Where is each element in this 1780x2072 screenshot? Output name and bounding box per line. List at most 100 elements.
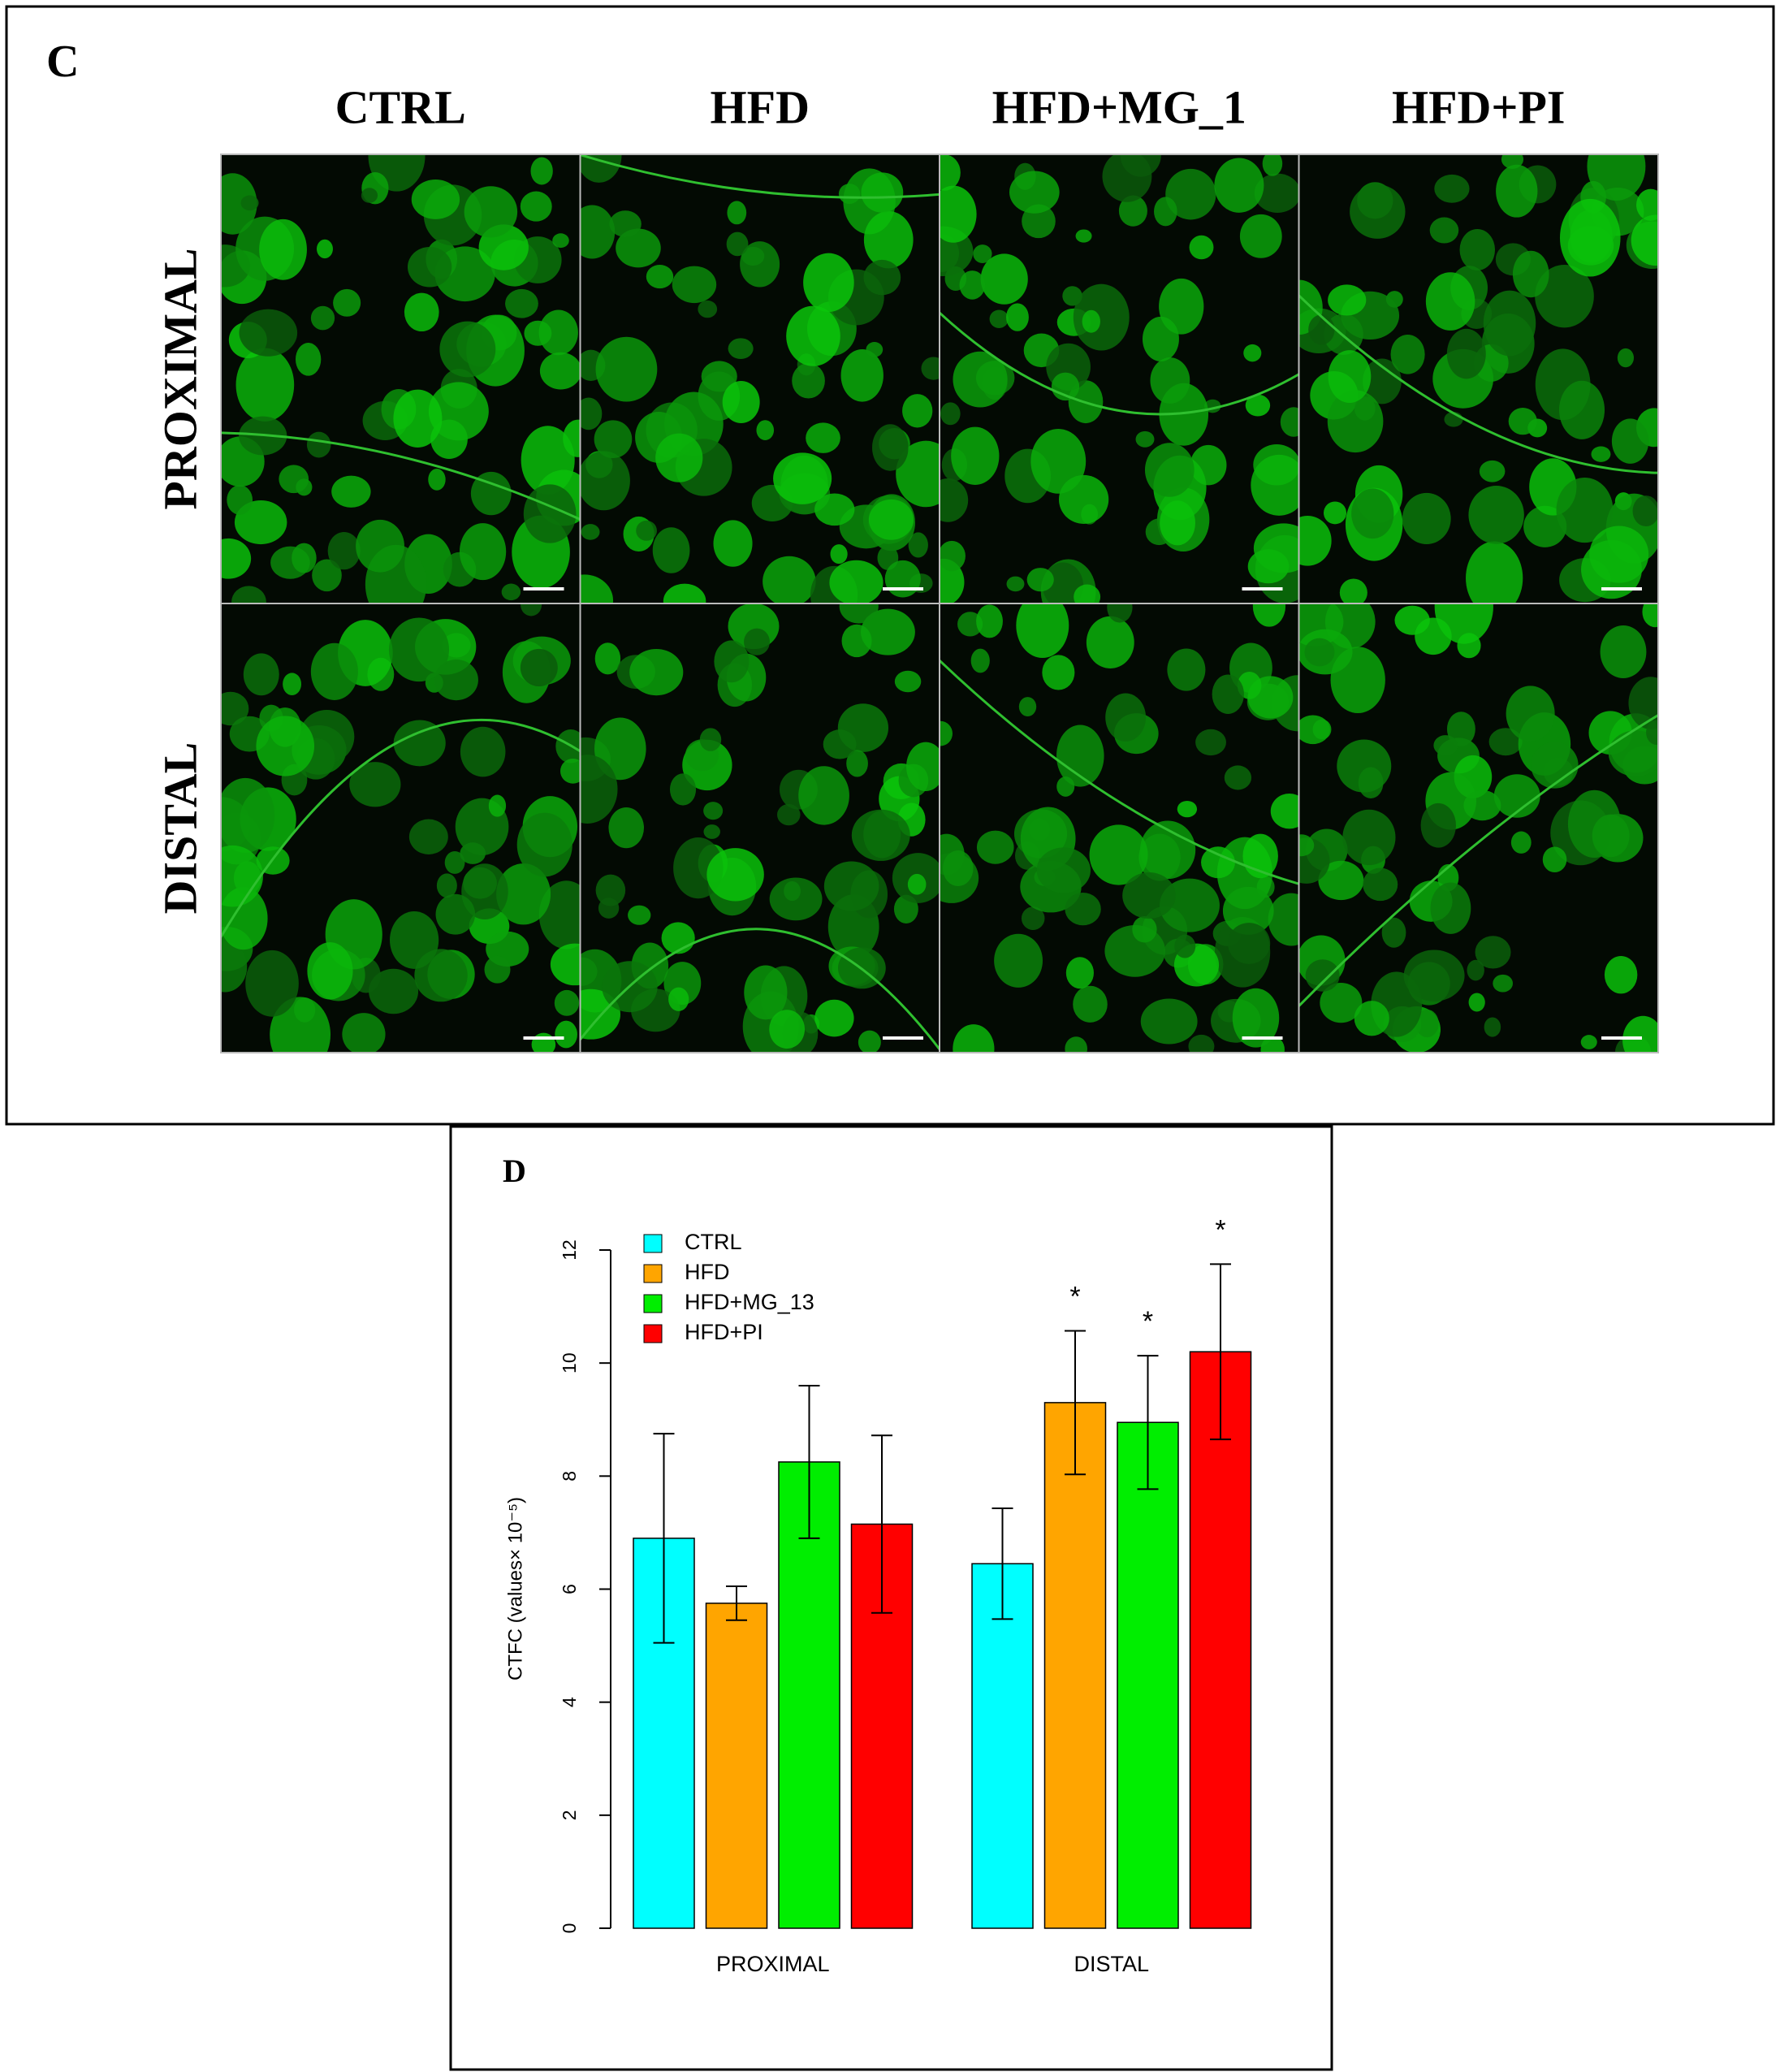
cell [1201, 846, 1235, 879]
cell [1608, 730, 1658, 777]
cell [668, 987, 689, 1011]
cell [404, 292, 439, 332]
cell [1631, 214, 1658, 266]
cell [646, 264, 674, 289]
cell [1342, 809, 1396, 866]
cell [728, 338, 754, 359]
cell [703, 824, 720, 839]
cell [1243, 344, 1262, 362]
cell [1042, 655, 1075, 690]
cell [1212, 674, 1244, 714]
cell [616, 228, 661, 268]
cell [1510, 831, 1532, 854]
cell [1479, 460, 1506, 482]
cell [369, 968, 419, 1014]
cell [989, 309, 1009, 328]
cell [1646, 720, 1658, 746]
cell [829, 560, 884, 603]
cell [1559, 198, 1621, 277]
cell [1280, 407, 1299, 437]
cell [1467, 959, 1484, 981]
cell [976, 604, 1003, 638]
cell [1457, 633, 1481, 659]
cell [727, 201, 747, 225]
cell [970, 648, 990, 673]
cell [940, 402, 961, 426]
cell [1488, 728, 1523, 756]
cell [292, 543, 317, 573]
cell [1232, 988, 1280, 1048]
cell [1327, 390, 1384, 453]
legend-swatch [643, 1294, 663, 1313]
cell [798, 766, 849, 825]
cell [943, 850, 974, 887]
cell [505, 288, 538, 318]
cell [629, 648, 684, 696]
cell [1056, 776, 1075, 797]
cell [1074, 584, 1101, 603]
column-header: CTRL [335, 80, 466, 133]
cell [1308, 314, 1335, 345]
cell [1556, 477, 1614, 543]
cell [560, 758, 581, 784]
cell [1268, 893, 1299, 946]
cell [1600, 625, 1647, 678]
significance: * [1143, 1306, 1153, 1337]
cell [1446, 328, 1486, 379]
image-content [940, 603, 1299, 1053]
cell [356, 519, 404, 573]
cell [661, 922, 695, 954]
cell [361, 188, 378, 203]
cell [1214, 158, 1264, 213]
cell [521, 603, 542, 616]
cell [595, 874, 626, 906]
cell [1252, 603, 1286, 627]
cell [1580, 1035, 1597, 1049]
cell [1459, 228, 1496, 270]
cell [1159, 278, 1204, 335]
cell [1065, 1036, 1088, 1053]
cell [552, 233, 569, 249]
cell [1154, 197, 1177, 227]
cell [957, 612, 983, 637]
cell [1021, 906, 1045, 931]
cell [239, 309, 298, 357]
cell [1318, 860, 1364, 901]
cell [1328, 284, 1367, 316]
row-header: PROXIMAL [153, 248, 206, 509]
cell [1581, 539, 1642, 599]
cell [1604, 955, 1638, 994]
cell [221, 691, 249, 726]
cell [520, 191, 552, 222]
cell [407, 246, 452, 288]
cell [581, 524, 600, 540]
cell [763, 556, 816, 603]
cell [1073, 985, 1108, 1023]
cell [523, 484, 577, 543]
cell [1298, 516, 1332, 566]
cell [594, 642, 621, 675]
cell [256, 716, 315, 776]
cell [1463, 789, 1501, 821]
cell [1350, 184, 1406, 239]
error-bar [1065, 1330, 1086, 1476]
cell [411, 180, 460, 219]
cell [1009, 171, 1060, 214]
cell [868, 499, 914, 540]
cell [1506, 686, 1555, 742]
cell [840, 348, 884, 402]
cell [435, 893, 476, 935]
cell [1531, 742, 1579, 789]
cell [838, 184, 861, 205]
cell [388, 617, 450, 682]
micrograph [939, 154, 1300, 604]
cell [652, 527, 690, 573]
cell [655, 433, 703, 482]
cell [803, 253, 854, 313]
cell [1559, 380, 1605, 439]
cell [976, 830, 1014, 864]
cell [1262, 154, 1283, 176]
cell [1239, 214, 1282, 258]
cell [221, 777, 275, 853]
